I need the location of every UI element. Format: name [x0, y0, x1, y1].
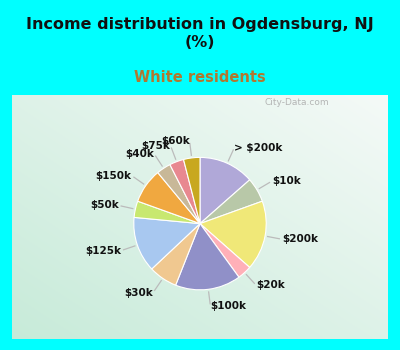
Wedge shape [138, 173, 200, 224]
Text: Income distribution in Ogdensburg, NJ
(%): Income distribution in Ogdensburg, NJ (%… [26, 17, 374, 50]
Wedge shape [170, 160, 200, 224]
Wedge shape [200, 180, 262, 224]
Wedge shape [134, 201, 200, 224]
Wedge shape [200, 224, 250, 277]
Wedge shape [158, 164, 200, 224]
Wedge shape [176, 224, 239, 290]
Wedge shape [152, 224, 200, 285]
Text: > $200k: > $200k [234, 142, 283, 153]
Text: $30k: $30k [124, 288, 153, 298]
Text: $200k: $200k [282, 234, 318, 244]
Text: White residents: White residents [134, 70, 266, 85]
Text: $100k: $100k [210, 301, 246, 312]
Text: $20k: $20k [256, 280, 285, 290]
Wedge shape [200, 201, 266, 267]
Text: $60k: $60k [161, 136, 190, 146]
Text: $10k: $10k [272, 176, 300, 186]
Text: $125k: $125k [85, 246, 121, 256]
Wedge shape [184, 158, 200, 224]
Wedge shape [134, 217, 200, 269]
Text: $150k: $150k [96, 171, 132, 181]
Text: $40k: $40k [125, 149, 154, 159]
Text: $50k: $50k [90, 201, 118, 210]
Text: City-Data.com: City-Data.com [264, 98, 329, 107]
Wedge shape [200, 158, 250, 224]
Text: $75k: $75k [142, 141, 170, 150]
